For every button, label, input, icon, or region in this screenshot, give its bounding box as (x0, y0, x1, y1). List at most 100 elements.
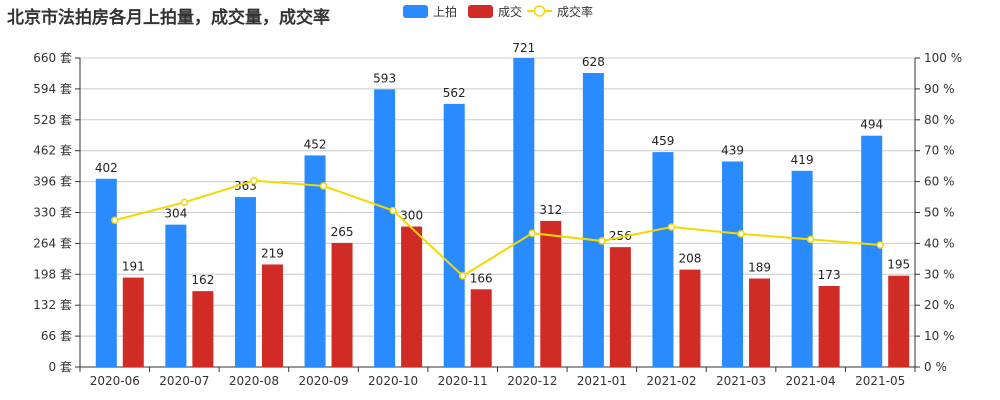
bar-value-label: 304 (164, 207, 187, 221)
bar-value-label: 162 (191, 273, 214, 287)
y-right-tick-label: 50 % (924, 206, 955, 220)
rate-point (806, 235, 815, 244)
bar-sold (470, 289, 492, 367)
x-tick-label: 2021-01 (577, 374, 627, 388)
bar-value-label: 191 (122, 260, 145, 274)
y-right-tick-label: 30 % (924, 267, 955, 281)
bar-sold (331, 242, 353, 367)
bar-listed (513, 58, 535, 367)
legend-swatch (403, 5, 428, 18)
bar-value-label: 419 (791, 153, 814, 167)
rate-point (528, 229, 537, 237)
rate-point (737, 230, 745, 238)
y-left-tick-label: 462 套 (33, 144, 72, 158)
bar-value-label: 402 (95, 161, 118, 175)
x-tick-label: 2020-10 (368, 374, 418, 388)
x-tick-label: 2020-07 (159, 374, 209, 388)
bar-listed (374, 89, 396, 368)
y-left-tick-label: 264 套 (33, 236, 72, 250)
bar-value-label: 256 (609, 229, 632, 243)
bar-value-label: 439 (721, 143, 744, 157)
bar-value-label: 459 (652, 134, 675, 148)
bar-listed (443, 103, 465, 367)
rate-point (876, 241, 884, 249)
bar-sold (192, 291, 214, 367)
bar-value-label: 721 (512, 41, 535, 55)
bar-listed (861, 135, 883, 367)
y-right-tick-label: 90 % (924, 82, 955, 96)
y-left-tick-label: 330 套 (33, 206, 72, 220)
x-tick-label: 2020-09 (298, 374, 348, 388)
bar-listed (722, 161, 744, 367)
y-right-tick-label: 0 % (924, 360, 947, 374)
bar-value-label: 593 (373, 71, 396, 85)
bar-value-label: 189 (748, 261, 771, 275)
bar-value-label: 562 (443, 86, 466, 100)
bar-value-label: 312 (539, 203, 562, 217)
bar-sold (609, 247, 631, 367)
bar-listed (165, 224, 187, 367)
rate-point (319, 182, 328, 190)
y-left-tick-label: 66 套 (41, 329, 72, 343)
bar-value-label: 195 (887, 258, 910, 272)
bar-sold (401, 226, 423, 367)
y-left-tick-label: 528 套 (33, 113, 72, 127)
bar-value-label: 452 (304, 137, 327, 151)
rate-line (114, 179, 881, 278)
rate-point (598, 237, 606, 245)
bar-value-label: 628 (582, 55, 605, 69)
bar-listed (304, 155, 326, 367)
y-right-tick-label: 40 % (924, 236, 955, 250)
bar-sold (749, 278, 771, 367)
bar-value-label: 166 (470, 271, 493, 285)
x-tick-label: 2020-11 (438, 374, 488, 388)
rate-point (180, 198, 189, 207)
bar-listed (234, 197, 256, 367)
legend-label: 上拍 (433, 4, 457, 19)
y-left-tick-label: 198 套 (33, 267, 72, 281)
bar-sold (261, 264, 283, 367)
legend-label: 成交率 (557, 4, 593, 19)
y-right-tick-label: 80 % (924, 113, 955, 127)
x-tick-label: 2020-08 (229, 374, 279, 388)
bar-value-label: 494 (860, 118, 883, 132)
rate-point (667, 223, 676, 231)
bar-listed (582, 72, 604, 368)
x-tick-label: 2020-06 (90, 374, 140, 388)
bar-value-label: 265 (331, 225, 354, 239)
rate-point (250, 176, 258, 185)
bar-sold (818, 286, 840, 367)
x-tick-label: 2021-02 (646, 374, 696, 388)
bar-sold (540, 220, 562, 367)
y-right-tick-label: 70 % (924, 144, 955, 158)
y-left-tick-label: 660 套 (33, 51, 72, 65)
legend-label: 成交 (498, 4, 522, 19)
rate-point (458, 272, 467, 280)
y-right-tick-label: 10 % (924, 329, 955, 343)
bar-listed (652, 152, 674, 367)
bar-value-label: 300 (400, 209, 423, 223)
x-tick-label: 2021-04 (786, 374, 836, 388)
y-left-tick-label: 396 套 (33, 175, 72, 189)
bar-listed (791, 170, 813, 367)
y-left-tick-label: 132 套 (33, 298, 72, 312)
rate-point (389, 206, 397, 215)
legend-swatch (533, 5, 546, 17)
rate-point (111, 216, 119, 224)
y-right-tick-label: 100 % (924, 51, 962, 65)
bar-sold (122, 277, 144, 367)
x-tick-label: 2021-03 (716, 374, 766, 388)
x-tick-label: 2021-05 (855, 374, 905, 388)
bar-listed (95, 178, 117, 367)
y-right-tick-label: 60 % (924, 175, 955, 189)
chart-title: 北京市法拍房各月上拍量，成交量，成交率 (7, 8, 330, 28)
legend-swatch (468, 5, 493, 18)
bar-value-label: 208 (679, 252, 702, 266)
bar-value-label: 219 (261, 246, 284, 260)
y-left-tick-label: 594 套 (33, 82, 72, 96)
y-right-tick-label: 20 % (924, 298, 955, 312)
bar-sold (888, 275, 910, 367)
bar-value-label: 173 (818, 268, 841, 282)
bar-sold (679, 269, 701, 367)
